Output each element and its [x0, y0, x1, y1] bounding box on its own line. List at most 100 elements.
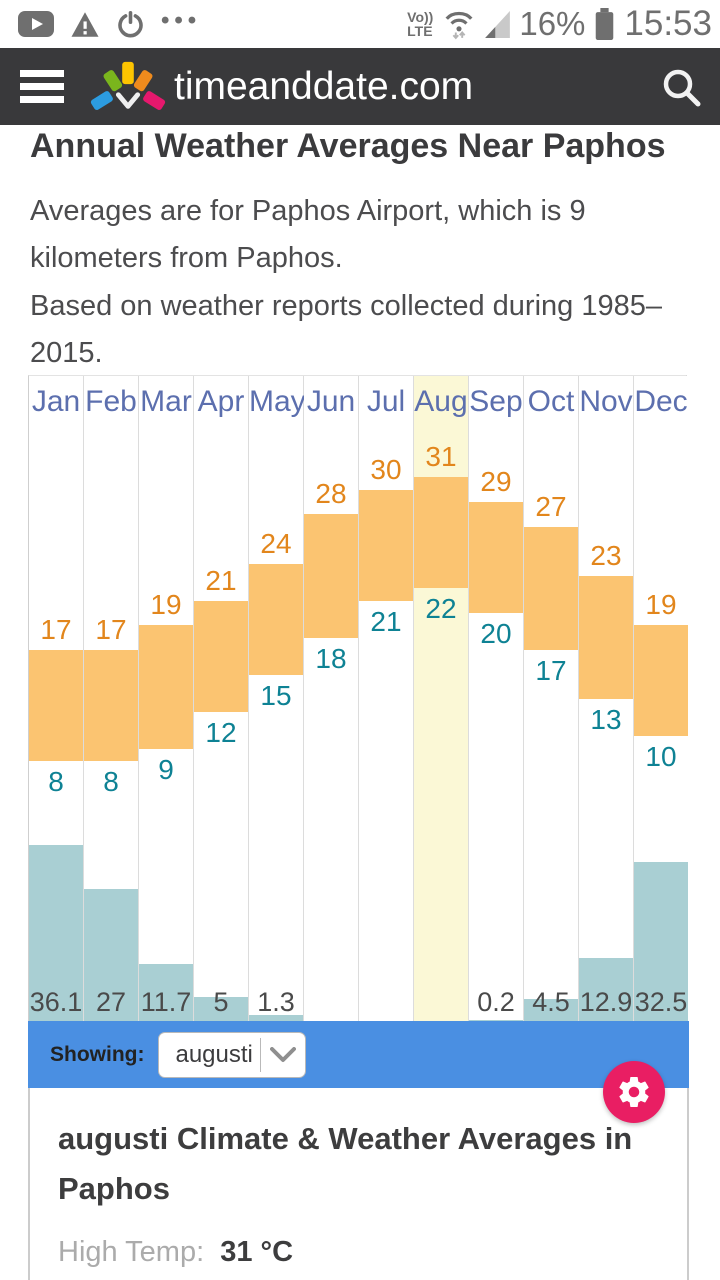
precip-value: 4.5 [532, 987, 570, 1017]
battery-percent: 16% [519, 5, 586, 42]
menu-button[interactable] [20, 64, 64, 109]
precip-bar [84, 889, 138, 1021]
precip-bar [249, 1014, 303, 1021]
source-paragraph: Based on weather reports collected durin… [30, 290, 662, 369]
low-temp-value: 13 [590, 704, 622, 736]
low-temp-value: 8 [103, 766, 119, 797]
settings-button[interactable] [603, 1061, 665, 1123]
low-temp-value: 8 [48, 766, 64, 797]
month-select-value: augusti [175, 1040, 253, 1068]
chart-column: Dec 19 10 32.5 [634, 376, 688, 1021]
low-temp-value: 21 [370, 605, 402, 637]
high-temp-value: 28 [315, 478, 347, 510]
month-label: Jan [31, 385, 81, 418]
precip-value: 1.3 [257, 987, 295, 1017]
chart-column: May 24 15 1.3 [249, 376, 306, 1021]
high-temp-value: 23 [590, 540, 622, 571]
chart-column: Sep 29 20 0.2 [469, 376, 523, 1021]
chart-column: Jul 30 21 [359, 376, 413, 1021]
month-label: Feb [85, 385, 137, 418]
month-label: Nov [579, 385, 633, 418]
precip-bar [29, 844, 83, 1021]
precip-value: 5 [213, 987, 229, 1017]
temp-range-bar [29, 650, 83, 761]
showing-bar: Showing: augusti [28, 1021, 689, 1088]
high-temp-value: 19 [150, 589, 182, 621]
chart-column: Oct 27 17 4.5 [524, 376, 578, 1021]
month-label: Aug [414, 385, 468, 418]
temp-range-bar [139, 625, 193, 749]
summary-card: augusti Climate & Weather Averages in Pa… [28, 1088, 689, 1280]
high-temp-value: 29 [480, 466, 512, 497]
youtube-icon [18, 11, 54, 37]
precip-value: 11.7 [140, 987, 192, 1017]
low-temp-value: 20 [480, 618, 512, 649]
temp-range-bar [359, 489, 413, 601]
precip-bar [634, 862, 688, 1021]
precip-bar [194, 996, 248, 1021]
weather-chart: Jan 17 8 36.1 Feb 17 8 27 Mar 19 9 11.7 Apr 21 12 5 May 2… [28, 375, 688, 1021]
temp-range-bar [84, 650, 138, 761]
low-temp-value: 10 [645, 741, 677, 773]
clock-time: 15:53 [624, 4, 712, 43]
warning-icon [71, 11, 99, 37]
precip-bar [579, 958, 633, 1021]
precip-bar [524, 999, 578, 1021]
temp-range-bar [524, 526, 578, 650]
high-temp-label: High Temp: [58, 1236, 205, 1268]
low-temp-value: 12 [205, 716, 237, 748]
month-label: Jul [366, 385, 406, 418]
chart-column: Aug 31 22 [414, 376, 468, 1021]
high-temp-value: 19 [645, 589, 677, 621]
low-temp-value: 22 [425, 593, 457, 625]
chevron-down-icon [261, 1046, 305, 1063]
timer-icon [118, 10, 143, 37]
chart-column: Nov 23 13 12.9 [579, 376, 633, 1021]
month-label: Oct [527, 385, 575, 418]
temp-range-bar [249, 563, 303, 675]
battery-icon [596, 7, 614, 40]
month-label: Jun [306, 385, 356, 418]
high-temp-value: 17 [40, 614, 72, 645]
precip-value: 32.5 [634, 987, 688, 1017]
status-left-icons: ••• [18, 7, 217, 41]
high-temp-value: 31 °C [220, 1236, 294, 1268]
volte-indicator: Vo)) LTE [407, 9, 434, 39]
precip-value: 0.2 [477, 987, 515, 1017]
wifi-icon [445, 11, 473, 40]
high-temp-value: 24 [260, 527, 292, 559]
precip-value: 27 [95, 987, 127, 1017]
temp-range-bar [634, 625, 688, 737]
temp-range-bar [194, 600, 248, 712]
high-temp-value: 30 [370, 453, 402, 485]
temp-range-bar [414, 477, 468, 589]
status-bar: ••• Vo)) LTE 16% 15:53 [0, 0, 720, 48]
low-temp-value: 15 [260, 679, 292, 711]
temp-range-bar [469, 502, 523, 613]
signal-strength-icon [485, 10, 511, 38]
chart-column: Jan 17 8 36.1 [29, 376, 83, 1021]
high-temp-value: 21 [205, 564, 237, 596]
low-temp-value: 9 [158, 753, 174, 785]
low-temp-value: 18 [315, 642, 347, 674]
status-right-icons: Vo)) LTE 16% 15:53 [398, 4, 712, 44]
month-label: Sep [469, 385, 523, 418]
month-label: Dec [634, 385, 688, 418]
overflow-menu-icon: ••• [161, 7, 202, 34]
month-label: May [249, 385, 306, 418]
search-icon[interactable] [660, 66, 702, 108]
month-label: Mar [140, 385, 192, 418]
month-select[interactable]: augusti [158, 1031, 307, 1078]
site-title[interactable]: timeanddate.com [174, 64, 474, 108]
high-temp-value: 31 [425, 441, 457, 473]
site-header: timeanddate.com [0, 48, 720, 125]
high-temp-value: 17 [95, 614, 127, 645]
site-logo-icon[interactable] [90, 58, 166, 116]
precip-bar [139, 963, 193, 1021]
precip-bar [469, 1020, 523, 1021]
page-title: Annual Weather Averages Near Paphos [30, 127, 666, 165]
gear-icon [619, 1077, 649, 1107]
chart-column: Jun 28 18 [304, 376, 358, 1021]
select-divider [260, 1037, 262, 1072]
